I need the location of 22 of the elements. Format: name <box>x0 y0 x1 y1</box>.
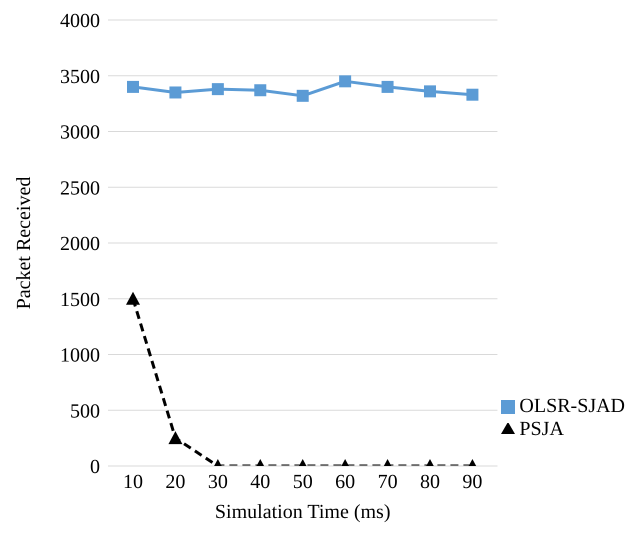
x-tick-label: 20 <box>165 471 186 494</box>
x-tick-label: 50 <box>292 471 313 494</box>
y-tick-label: 2000 <box>60 233 100 256</box>
x-axis-title: Simulation Time (ms) <box>214 501 391 523</box>
y-tick-label: 1500 <box>60 288 100 311</box>
x-tick-label: 70 <box>378 471 398 494</box>
x-tick-label: 60 <box>335 471 356 494</box>
y-tick-label: 3000 <box>60 122 100 144</box>
y-tick-label: 3500 <box>60 66 100 88</box>
y-tick-label: 1000 <box>60 344 100 367</box>
y-tick-label: 0 <box>90 456 100 478</box>
x-tick-label: 30 <box>208 471 228 494</box>
legend-label: PSJA <box>519 418 564 440</box>
y-axis-title: Packet Received <box>13 176 36 310</box>
y-tick-label: 2500 <box>60 177 100 200</box>
x-tick-label: 90 <box>462 471 482 494</box>
x-tick-label: 40 <box>250 471 270 494</box>
legend-label: OLSR-SJAD <box>519 395 625 417</box>
y-tick-label: 500 <box>70 400 100 422</box>
x-tick-label: 10 <box>123 471 143 494</box>
y-tick-label: 4000 <box>60 10 100 32</box>
x-tick-label: 80 <box>420 471 440 494</box>
